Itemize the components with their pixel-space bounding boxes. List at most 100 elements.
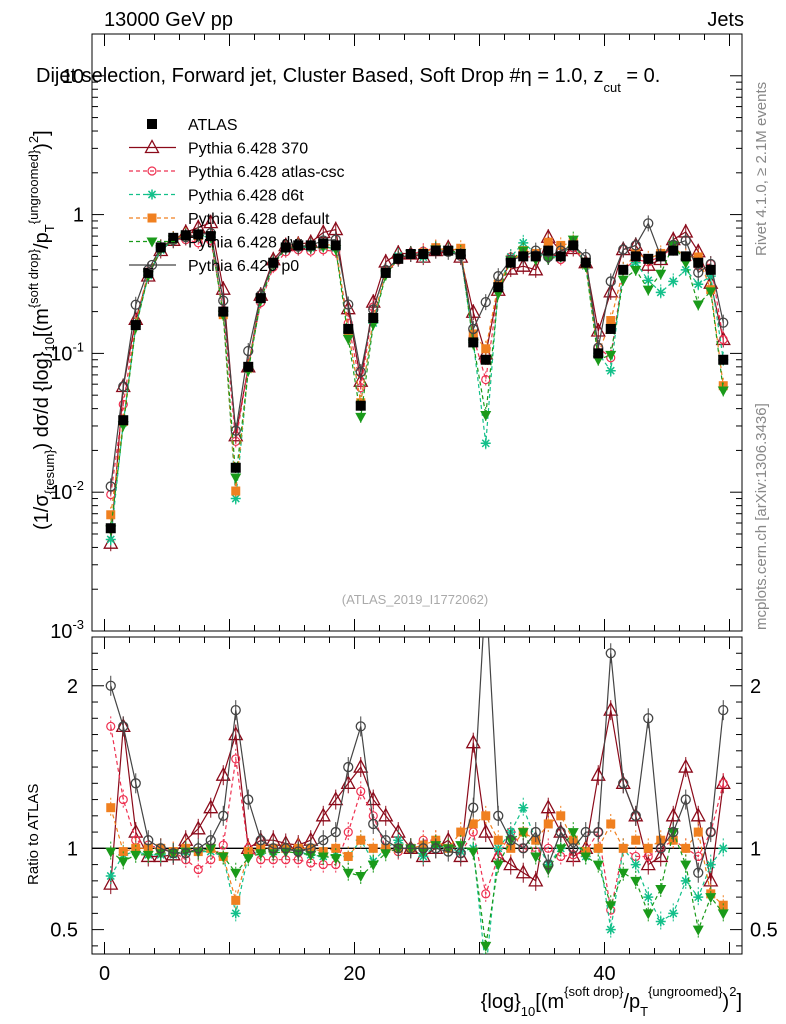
ratio-point-dw [580, 852, 592, 863]
y-tick-label-main: 10-2 [50, 478, 84, 504]
ratio-point-default [468, 819, 478, 829]
atlas-data-point [180, 230, 191, 241]
legend-marker-atlascsc [147, 166, 157, 176]
plot-title-sub: cut [604, 80, 622, 95]
ratio-point-dw [705, 893, 717, 904]
y-tick-label-ratio-left: 2 [67, 676, 78, 698]
ratio-point-p370 [190, 820, 206, 835]
data-point-p370 [528, 261, 544, 276]
ratio-point-p0 [143, 835, 154, 846]
atlas-data-point [705, 264, 716, 275]
ratio-point-default [606, 819, 616, 829]
ratio-point-default [593, 843, 603, 853]
series-line-dw [110, 234, 724, 530]
plot-title: Dijet selection, Forward jet, Cluster Ba… [36, 65, 660, 95]
ratio-point-p370 [503, 856, 519, 871]
ratio-point-p0 [468, 802, 479, 813]
y-axis-label-ratio: Ratio to ATLAS [25, 784, 42, 885]
atlas-data-point [630, 251, 641, 262]
data-point-atlascsc [481, 374, 491, 385]
y-tick-label-ratio-right: 1 [750, 838, 761, 860]
ratio-point-p0 [518, 843, 529, 854]
ratio-point-dw [680, 860, 692, 871]
legend-label: Pythia 6.428 p0 [188, 258, 299, 275]
ratio-point-dw [655, 884, 667, 895]
mcplots-label: mcplots.cern.ch [arXiv:1306.3436] [753, 403, 770, 630]
ratio-point-p0 [505, 835, 516, 846]
data-point-p370 [603, 283, 619, 298]
ratio-point-dw [367, 860, 379, 871]
legend: ATLAS Pythia 6.428 370 Pythia 6.428 atlas-… [129, 117, 345, 275]
data-point-p0 [355, 366, 366, 378]
atlas-data-point [530, 251, 541, 262]
ratio-point-p370 [590, 766, 606, 781]
ratio-point-default [231, 895, 241, 905]
ratio-point-default [631, 835, 641, 845]
atlas-data-point [643, 253, 654, 264]
ratio-point-atlascsc [693, 851, 703, 862]
data-point-atlascsc [356, 382, 366, 393]
ratio-point-default [681, 843, 691, 853]
ratio-point-dw [617, 868, 629, 879]
ratio-point-dw [317, 852, 329, 863]
y-tick-label-main: 10 [62, 66, 84, 88]
ratio-point-dw [492, 860, 504, 871]
ratio-point-default [368, 843, 378, 853]
legend-label: Pythia 6.428 atlas-csc [188, 164, 345, 181]
data-point-dw [655, 269, 667, 280]
ratio-point-p370 [678, 758, 694, 773]
data-point-dw [617, 275, 629, 286]
ratio-point-d6t [605, 924, 616, 935]
y-tick-label-main: 1 [73, 205, 84, 227]
ratio-point-p0 [705, 826, 716, 838]
ratio-point-p0 [318, 835, 329, 846]
data-point-d6t [680, 264, 691, 275]
atlas-data-point [543, 245, 554, 256]
ratio-point-p0 [243, 794, 254, 805]
ratio-point-atlascsc [231, 754, 241, 764]
atlas-data-point [280, 242, 291, 253]
atlas-data-point [605, 323, 616, 334]
data-point-dw [480, 410, 492, 421]
data-point-p0 [718, 317, 729, 328]
ratio-point-d6t [693, 892, 704, 903]
ratio-point-default [481, 811, 491, 821]
data-point-default [231, 486, 241, 496]
ratio-point-d6t [518, 802, 529, 813]
ratio-point-p0 [330, 826, 341, 838]
series-line-atlascsc [110, 238, 724, 495]
series-line-d6t [110, 234, 724, 540]
ratio-point-dw [355, 871, 367, 882]
data-point-p0 [480, 296, 491, 308]
ratio-point-d6t [230, 908, 241, 919]
ratio-point-p0 [343, 761, 354, 773]
legend-marker-p0 [146, 259, 158, 271]
ratio-point-p370 [478, 823, 494, 838]
ratio-point-p0 [443, 846, 454, 857]
atlas-data-point [230, 462, 241, 473]
atlas-data-point [105, 523, 116, 534]
ratio-point-p0 [693, 867, 704, 878]
ratio-point-p0 [605, 648, 616, 659]
ratio-point-p370 [540, 799, 556, 814]
data-point-d6t [668, 276, 679, 287]
x-axis-label: {log}10[(m{soft drop}/pT{ungroomed})2] [481, 984, 742, 1019]
ratio-point-p370 [653, 848, 669, 863]
ratio-point-p370 [528, 872, 544, 887]
x-tick-label: 20 [343, 963, 365, 985]
ratio-point-default [493, 835, 503, 845]
data-point-p0 [105, 481, 116, 492]
ratio-point-p0 [230, 705, 241, 716]
legend-label: Pythia 6.428 dw [188, 235, 302, 252]
ratio-point-default [343, 851, 353, 861]
ratio-point-dw [555, 844, 567, 855]
legend-marker-default [147, 213, 157, 223]
ratio-point-dw [217, 852, 229, 863]
ratio-point-p370 [103, 875, 119, 890]
ratio-point-dw [717, 909, 729, 920]
ratio-point-p370 [690, 807, 706, 822]
data-point-d6t [105, 534, 116, 545]
ratio-point-p370 [640, 856, 656, 871]
data-point-p0 [493, 271, 504, 282]
ratio-point-p0 [180, 848, 191, 859]
